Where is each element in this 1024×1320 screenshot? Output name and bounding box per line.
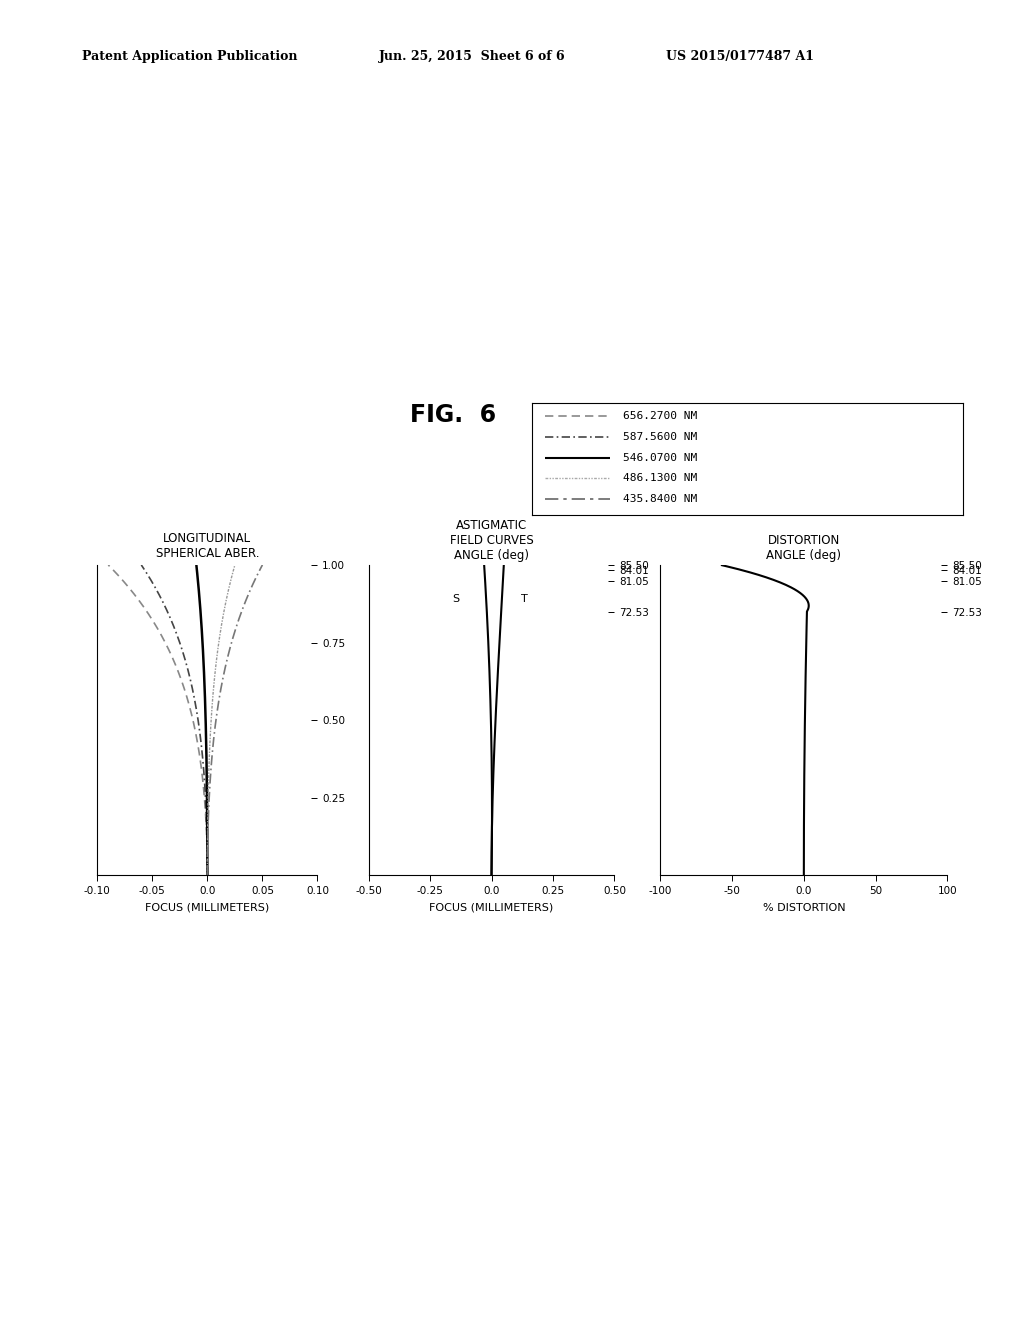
X-axis label: FOCUS (MILLIMETERS): FOCUS (MILLIMETERS) (145, 903, 269, 912)
Text: 656.2700 NM: 656.2700 NM (623, 411, 697, 421)
X-axis label: FOCUS (MILLIMETERS): FOCUS (MILLIMETERS) (429, 903, 554, 912)
Text: S: S (453, 594, 460, 605)
Text: 546.0700 NM: 546.0700 NM (623, 453, 697, 462)
Text: US 2015/0177487 A1: US 2015/0177487 A1 (666, 50, 814, 63)
Text: Jun. 25, 2015  Sheet 6 of 6: Jun. 25, 2015 Sheet 6 of 6 (379, 50, 565, 63)
Text: T: T (521, 594, 527, 605)
Title: ASTIGMATIC
FIELD CURVES
ANGLE (deg): ASTIGMATIC FIELD CURVES ANGLE (deg) (450, 519, 534, 562)
Text: 587.5600 NM: 587.5600 NM (623, 432, 697, 442)
Title: DISTORTION
ANGLE (deg): DISTORTION ANGLE (deg) (766, 535, 842, 562)
Text: 486.1300 NM: 486.1300 NM (623, 474, 697, 483)
Text: FIG.  6: FIG. 6 (410, 403, 496, 426)
Text: 435.8400 NM: 435.8400 NM (623, 494, 697, 504)
Text: Patent Application Publication: Patent Application Publication (82, 50, 297, 63)
Title: LONGITUDINAL
SPHERICAL ABER.: LONGITUDINAL SPHERICAL ABER. (156, 532, 259, 560)
X-axis label: % DISTORTION: % DISTORTION (763, 903, 845, 912)
